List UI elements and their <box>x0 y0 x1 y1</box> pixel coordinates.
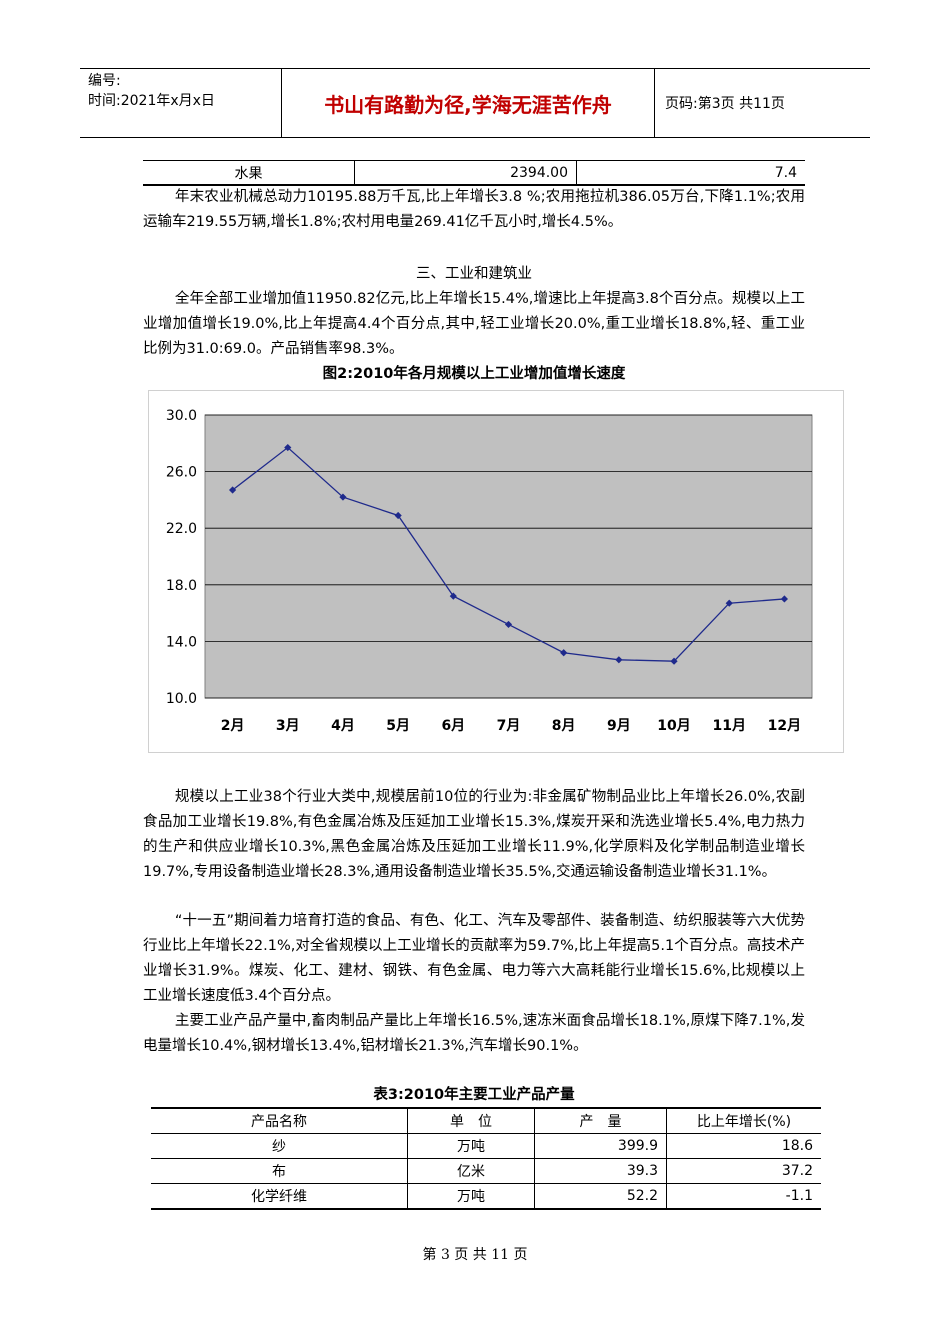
x-tick-label: 10月 <box>657 718 690 734</box>
x-tick-label: 9月 <box>607 718 631 734</box>
data-point <box>725 599 733 607</box>
x-tick-label: 8月 <box>552 718 576 734</box>
cell-unit: 万吨 <box>407 1133 535 1159</box>
table-row: 纱 万吨 399.9 18.6 <box>151 1133 821 1159</box>
paragraph-industry: 全年全部工业增加值11950.82亿元,比上年增长15.4%,增速比上年提高3.… <box>143 291 805 357</box>
col-header-growth: 比上年增长(%) <box>666 1107 821 1134</box>
x-tick-label: 3月 <box>276 718 300 734</box>
cell-output: 399.9 <box>534 1133 667 1159</box>
x-tick-labels: 2月 3月 4月 5月 6月 7月 8月 9月 10月 11月 12月 <box>221 718 801 734</box>
header-page-label: 页码:第3页 共11页 <box>665 96 785 112</box>
cell-unit: 亿米 <box>407 1158 535 1184</box>
grid-lines <box>205 414 812 699</box>
header-motto: 书山有路勤为径,学海无涯苦作舟 <box>282 69 655 137</box>
col-header-output: 产 量 <box>534 1107 667 1134</box>
y-tick-label: 26.0 <box>166 465 197 481</box>
x-tick-label: 2月 <box>221 718 245 734</box>
chart-caption: 图2:2010年各月规模以上工业增加值增长速度 <box>322 366 626 382</box>
cell-output: 39.3 <box>534 1158 667 1184</box>
table-row: 水果 2394.00 7.4 <box>143 160 805 186</box>
paragraph-machinery: 年末农业机械总动力10195.88万千瓦,比上年增长3.8 %;农用拖拉机386… <box>143 189 805 230</box>
data-point <box>560 649 568 657</box>
cell-growth: 37.2 <box>666 1158 821 1184</box>
x-tick-label: 5月 <box>386 718 410 734</box>
table-caption: 表3:2010年主要工业产品产量 <box>373 1087 575 1103</box>
y-tick-label: 18.0 <box>166 578 197 594</box>
page-header: 编号: 时间:2021年x月x日 书山有路勤为径,学海无涯苦作舟 页码:第3页 … <box>80 68 870 138</box>
table-cell-name: 水果 <box>143 160 355 186</box>
doc-time-label: 时间:2021年x月x日 <box>88 93 215 109</box>
col-header-unit: 单 位 <box>407 1107 535 1134</box>
x-tick-label: 11月 <box>712 718 745 734</box>
cell-product: 布 <box>151 1158 408 1184</box>
x-tick-label: 12月 <box>768 718 801 734</box>
plot-area <box>204 414 813 699</box>
paragraph-five-year: “十一五”期间着力培育打造的食品、有色、化工、汽车及零部件、装备制造、纺织服装等… <box>143 913 805 1004</box>
data-point <box>670 657 678 665</box>
table-row: 布 亿米 39.3 37.2 <box>151 1158 821 1184</box>
cell-growth: 18.6 <box>666 1133 821 1159</box>
y-tick-label: 22.0 <box>166 521 197 537</box>
col-header-product: 产品名称 <box>151 1107 408 1134</box>
cell-product: 纱 <box>151 1133 408 1159</box>
section-title: 三、工业和建筑业 <box>416 266 532 282</box>
x-tick-label: 6月 <box>441 718 465 734</box>
cell-output: 52.2 <box>534 1183 667 1210</box>
paragraph-products: 主要工业产品产量中,畜肉制品产量比上年增长16.5%,速冻米面食品增长18.1%… <box>143 1013 805 1054</box>
paragraph-sectors: 规模以上工业38个行业大类中,规模居前10位的行业为:非金属矿物制品业比上年增长… <box>143 789 805 880</box>
cell-growth: -1.1 <box>666 1183 821 1210</box>
data-point <box>449 592 457 600</box>
cell-unit: 万吨 <box>407 1183 535 1210</box>
y-tick-label: 14.0 <box>166 634 197 650</box>
y-tick-label: 30.0 <box>166 408 197 424</box>
x-tick-label: 7月 <box>497 718 521 734</box>
table-cell-value: 2394.00 <box>354 160 577 186</box>
growth-line-chart: 10.0 14.0 18.0 22.0 26.0 30.0 2月 3月 4月 5月 6月 7月 8月 9… <box>148 390 844 753</box>
y-tick-labels: 10.0 14.0 18.0 22.0 26.0 30.0 <box>166 408 197 707</box>
page-footer: 第 3 页 共 11 页 <box>422 1247 528 1263</box>
fruit-table: 水果 2394.00 7.4 <box>143 160 805 186</box>
y-tick-label: 10.0 <box>166 691 197 707</box>
data-point <box>615 656 623 664</box>
header-meta: 编号: 时间:2021年x月x日 <box>80 69 282 137</box>
product-table: 产品名称 单 位 产 量 比上年增长(%) 纱 万吨 399.9 18.6 布 … <box>151 1107 821 1210</box>
data-point <box>780 595 789 603</box>
x-tick-label: 4月 <box>331 718 355 734</box>
table-header-row: 产品名称 单 位 产 量 比上年增长(%) <box>151 1107 821 1134</box>
doc-number-label: 编号: <box>88 73 121 89</box>
table-cell-growth: 7.4 <box>576 160 805 186</box>
cell-product: 化学纤维 <box>151 1183 408 1210</box>
data-point <box>228 486 237 494</box>
table-row: 化学纤维 万吨 52.2 -1.1 <box>151 1183 821 1210</box>
